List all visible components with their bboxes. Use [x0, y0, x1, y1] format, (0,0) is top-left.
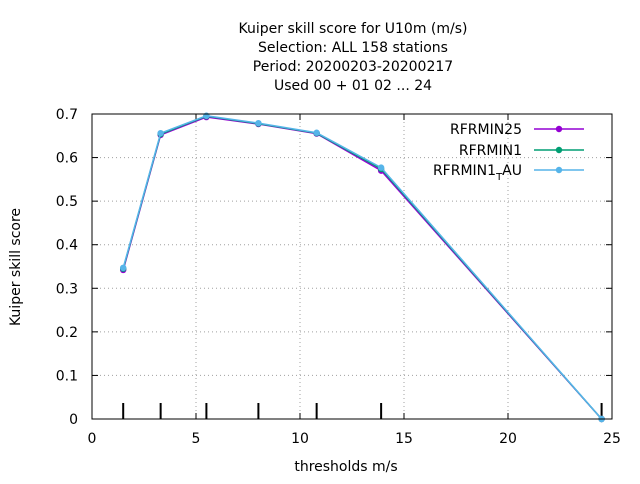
y-tick-label: 0.6	[56, 151, 78, 167]
legend-label: RFRMIN1	[459, 143, 522, 159]
threshold-marks	[122, 403, 603, 419]
x-tick-label: 0	[88, 431, 97, 447]
legend-item: RFRMIN1	[459, 143, 584, 159]
legend-swatch-marker	[555, 125, 563, 133]
title-line-1: Kuiper skill score for U10m (m/s)	[239, 21, 468, 37]
x-tick-label: 25	[603, 431, 621, 447]
plot-frame	[91, 113, 613, 420]
x-tick-labels: 0 5 10 15 20 25	[88, 431, 621, 447]
series-lines	[120, 112, 605, 423]
data-point	[313, 129, 320, 136]
series-1	[120, 113, 605, 423]
y-tick-label: 0	[69, 412, 78, 428]
legend-label: RFRMIN25	[450, 122, 522, 138]
legend-swatch-marker	[555, 166, 563, 174]
data-point-marker	[313, 129, 320, 136]
data-point-marker	[377, 164, 385, 171]
data-point-marker	[157, 129, 164, 137]
legend-label: RFRMIN1TAU	[433, 163, 522, 183]
y-tick-labels: 0 0.1 0.2 0.3 0.4 0.5 0.6 0.7	[56, 107, 78, 428]
y-tick-label: 0.3	[56, 281, 78, 297]
title-line-4: Used 00 + 01 02 ... 24	[274, 78, 432, 94]
data-point	[255, 119, 262, 127]
legend-item: RFRMIN25	[450, 122, 584, 138]
series-line	[122, 114, 603, 420]
title-line-3: Period: 20200203-20200217	[253, 59, 453, 75]
legend: RFRMIN25 RFRMIN1 RFRMIN1TAU	[433, 122, 584, 183]
title-line-2: Selection: ALL 158 stations	[258, 40, 448, 56]
y-tick-label: 0.4	[56, 238, 78, 254]
y-tick-label: 0.7	[56, 107, 78, 123]
axis-ticks	[91, 113, 613, 420]
y-tick-label: 0.2	[56, 325, 78, 341]
legend-swatch-marker	[555, 146, 563, 154]
series-3	[120, 112, 605, 423]
x-axis-label: thresholds m/s	[294, 459, 397, 475]
chart-title: Kuiper skill score for U10m (m/s) Select…	[239, 21, 468, 94]
y-tick-label: 0.1	[56, 368, 78, 384]
x-tick-label: 15	[395, 431, 413, 447]
series-line	[122, 115, 603, 420]
y-axis-label: Kuiper skill score	[8, 208, 24, 326]
x-tick-label: 20	[499, 431, 517, 447]
data-point	[120, 264, 127, 272]
data-point-marker	[255, 119, 262, 127]
data-point-marker	[120, 264, 127, 272]
grid	[92, 114, 612, 419]
series-line	[122, 116, 603, 420]
x-tick-label: 10	[291, 431, 309, 447]
data-point	[157, 129, 164, 137]
data-point	[377, 164, 385, 171]
legend-item: RFRMIN1TAU	[433, 163, 584, 183]
y-tick-label: 0.5	[56, 194, 78, 210]
x-tick-label: 5	[192, 431, 201, 447]
